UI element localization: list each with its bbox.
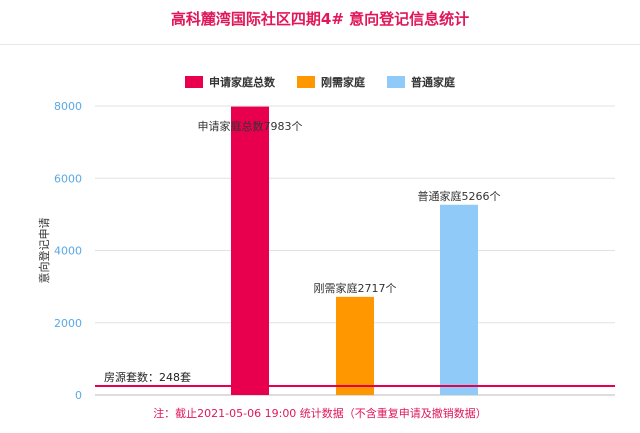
legend-swatch-rigid — [297, 76, 315, 88]
bar-rigid — [336, 296, 374, 395]
y-tick-label: 6000 — [54, 172, 82, 185]
y-tick-label: 0 — [75, 389, 82, 402]
title-divider — [0, 44, 640, 45]
legend-label-rigid: 刚需家庭 — [321, 76, 365, 89]
bar-ordinary — [440, 204, 478, 395]
data-label: 申请家庭总数7983个 — [198, 119, 303, 133]
legend-item-total[interactable]: 申请家庭总数 — [185, 74, 275, 90]
y-axis-label: 意向登记申请 — [37, 218, 51, 284]
data-label: 刚需家庭2717个 — [314, 281, 397, 295]
legend-label-ordinary: 普通家庭 — [411, 76, 455, 89]
reference-line-label: 房源套数：248套 — [104, 370, 191, 384]
legend-item-rigid[interactable]: 刚需家庭 — [297, 74, 365, 90]
y-tick-label: 2000 — [54, 317, 82, 330]
y-tick-label: 8000 — [54, 100, 82, 113]
legend-item-ordinary[interactable]: 普通家庭 — [387, 74, 455, 90]
y-tick-label: 4000 — [54, 245, 82, 258]
legend-swatch-ordinary — [387, 76, 405, 88]
data-label: 普通家庭5266个 — [418, 189, 501, 203]
legend-swatch-total — [185, 76, 203, 88]
chart-title: 高科麓湾国际社区四期4# 意向登记信息统计 — [170, 10, 470, 28]
footnote: 注：截止2021-05-06 19:00 统计数据（不含重复申请及撤销数据） — [153, 407, 487, 420]
legend: 申请家庭总数 刚需家庭 普通家庭 — [0, 74, 640, 90]
legend-label-total: 申请家庭总数 — [209, 76, 275, 89]
bar-total — [231, 106, 269, 395]
